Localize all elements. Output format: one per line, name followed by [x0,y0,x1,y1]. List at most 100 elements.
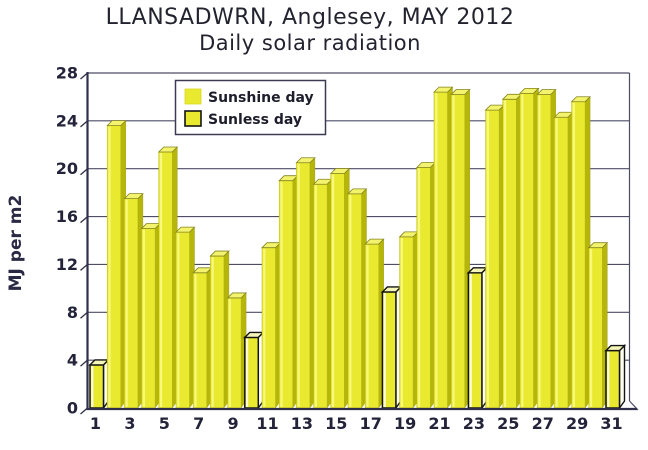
y-tick-label-12: 12 [56,255,78,274]
x-tick-label-25: 25 [497,414,519,433]
bar-day-31 [604,343,627,411]
bar-top [329,168,351,174]
bar-highlight [469,273,472,407]
bar-highlight [142,229,145,407]
bar-top [157,146,179,153]
bar-day-14 [312,178,334,409]
bar-day-23 [466,266,489,411]
legend-swatch-sunshine-icon [184,88,202,105]
x-tick-label-5: 5 [159,414,170,433]
bar-day-17 [364,238,385,409]
bar-day-2 [106,120,127,409]
bar-top [519,87,540,94]
bar-top [295,157,316,164]
bar-highlight [452,95,455,408]
bar-day-13 [295,157,316,409]
bar-highlight [211,257,214,407]
y-tick-label-8: 8 [67,303,78,322]
x-tick-label-19: 19 [394,414,416,433]
y-tick-8 [80,311,88,319]
bar-day-28 [553,111,574,409]
bar-day-27 [536,89,557,409]
bar-day-30 [587,242,609,409]
bar-highlight [572,102,575,407]
legend-label-sunless: Sunless day [208,112,302,128]
bar-highlight [504,100,507,408]
x-tick-label-13: 13 [291,414,313,433]
y-tick-24 [80,120,88,128]
x-tick-label-29: 29 [566,414,588,433]
x-tick-label-11: 11 [256,414,278,433]
bar-day-18 [380,285,403,411]
bar-highlight [280,181,283,407]
x-tick-label-23: 23 [463,414,485,433]
x-tick-label-31: 31 [600,414,622,433]
bar-day-29 [570,96,592,409]
bar-top [433,86,454,93]
bar-day-8 [209,250,230,409]
bar-top [175,226,196,233]
bar-day-10 [243,330,265,411]
bar-highlight [91,365,94,407]
y-tick-20 [80,168,88,176]
x-tick-label-27: 27 [532,414,554,433]
bar-top [604,344,627,352]
bar-highlight [228,298,231,407]
bar-highlight [194,273,197,407]
x-tick-label-7: 7 [193,414,204,433]
bar-highlight [263,248,266,407]
y-tick-16 [80,216,88,224]
y-tick-label-28: 28 [56,64,78,83]
legend-swatch-sunless-icon [184,110,202,127]
bar-highlight [125,199,128,407]
bar-top [106,120,127,127]
bar-day-1 [88,358,111,411]
bar-top [450,89,471,95]
bar-highlight [177,233,180,407]
bar-highlight [607,351,610,407]
bar-day-3 [123,193,144,409]
x-tick-label-15: 15 [325,414,347,433]
bar-day-4 [140,223,162,409]
y-tick-4 [80,359,88,367]
y-tick-0 [80,407,88,415]
bar-day-7 [192,267,213,409]
bar-top [536,89,557,95]
x-tick-label-9: 9 [228,414,239,433]
bar-highlight [590,248,593,407]
y-tick-label-24: 24 [56,111,78,130]
bar-top [123,193,144,200]
bar-day-16 [347,188,368,409]
y-tick-label-0: 0 [67,399,78,418]
bar-highlight [400,237,403,407]
bar-highlight [521,94,524,407]
x-tick-label-21: 21 [428,414,450,433]
bar-top [226,292,248,299]
bar-highlight [349,194,352,407]
bar-day-5 [157,146,179,409]
bar-top [364,238,385,245]
bar-highlight [332,174,335,407]
bar-top [587,242,609,249]
y-tick-label-20: 20 [56,159,78,178]
bar-highlight [383,292,386,407]
bar-day-12 [278,175,299,409]
x-tick-label-1: 1 [90,414,101,433]
bar-highlight [108,126,111,408]
y-tick-28 [80,72,88,80]
bar-day-11 [261,242,282,409]
bar-highlight [366,245,369,407]
y-tick-label-4: 4 [67,351,78,370]
bar-highlight [538,95,541,408]
bar-highlight [160,152,163,407]
y-tick-12 [80,263,88,271]
bar-highlight [246,338,249,407]
bar-day-19 [398,231,420,409]
bar-top [570,96,592,103]
bar-highlight [418,168,421,407]
chart-title: LLANSADWRN, Anglesey, MAY 2012 [105,5,515,30]
y-axis-title: MJ per m2 [6,195,26,292]
